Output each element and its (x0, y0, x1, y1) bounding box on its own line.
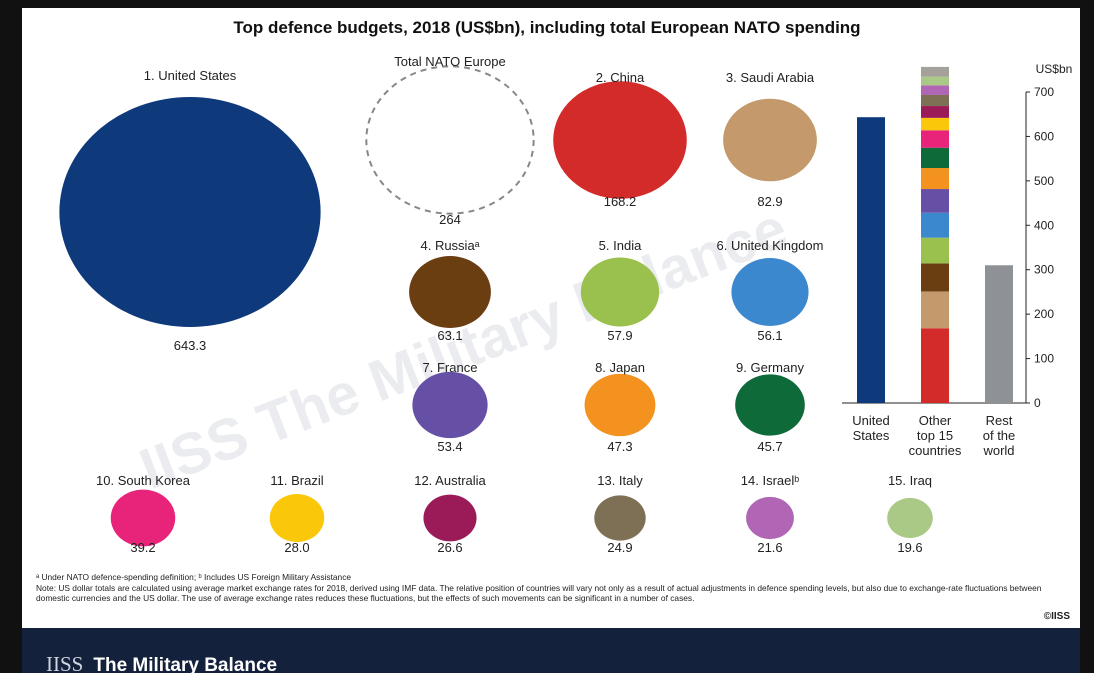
bubble (409, 255, 491, 329)
bubble (412, 371, 488, 439)
bubble (269, 494, 325, 542)
bar-stack-segment (921, 85, 949, 95)
bubble-value: 24.9 (607, 540, 632, 555)
nato-europe-value: 264 (439, 212, 461, 227)
bar-stack-segment (921, 106, 949, 118)
y-axis-label: US$bn (1036, 62, 1073, 76)
bubble (723, 98, 817, 182)
y-tick-label: 500 (1034, 174, 1054, 188)
x-category-label: United States (852, 413, 890, 443)
bar-rest-of-world (985, 265, 1013, 403)
bar-stack-segment (921, 291, 949, 329)
top-border (0, 0, 1094, 8)
bubble-label: 14. Israelᵇ (741, 473, 799, 488)
footer-brand: IISS The Military Balance (46, 652, 277, 677)
bubble-label: 7. France (423, 360, 478, 375)
bubble-label: 9. Germany (736, 360, 804, 375)
left-border (0, 0, 22, 673)
bubble (553, 81, 687, 199)
copyright: ©IISS (1043, 611, 1070, 622)
bubble-value: 39.2 (130, 540, 155, 555)
bubble-label: 1. United States (144, 68, 237, 83)
y-tick-label: 200 (1034, 307, 1054, 321)
bar-stack-segment (921, 76, 949, 86)
bubble-value: 57.9 (607, 328, 632, 343)
x-category-label: Other top 15 countries (909, 413, 962, 458)
bubble-label: 15. Iraq (888, 473, 932, 488)
nato-europe-outline (365, 65, 535, 215)
bubble (731, 258, 809, 326)
bubble-value: 21.6 (757, 540, 782, 555)
y-tick-label: 700 (1034, 85, 1054, 99)
bubble-value: 47.3 (607, 439, 632, 454)
y-tick-label: 0 (1034, 396, 1041, 410)
y-tick-label: 100 (1034, 352, 1054, 366)
bar-stack-segment (921, 130, 949, 148)
y-tick-label: 400 (1034, 218, 1054, 232)
y-tick-label: 300 (1034, 263, 1054, 277)
bar-stack-segment (921, 147, 949, 169)
footnote-definitions: ᵃ Under NATO defence-spending definition… (36, 572, 352, 582)
bubble-label: 5. India (599, 238, 642, 253)
bubble (110, 489, 176, 547)
bubble-value: 53.4 (437, 439, 462, 454)
bubble (584, 373, 656, 437)
bubble-label: 2. China (596, 70, 645, 85)
footnotes: ᵃ Under NATO defence-spending definition… (36, 572, 1076, 604)
bubble (887, 497, 933, 539)
bubble (423, 494, 477, 542)
bar-stack-segment (921, 328, 949, 403)
chart-title: Top defence budgets, 2018 (US$bn), inclu… (233, 18, 861, 37)
bubble-value: 168.2 (604, 194, 637, 209)
bubble-value: 28.0 (284, 540, 309, 555)
bubble-value: 63.1 (437, 328, 462, 343)
bubble-value: 56.1 (757, 328, 782, 343)
bar-stack-segment (921, 66, 949, 77)
bar-united-states (857, 117, 885, 403)
bubble-label: 13. Italy (597, 473, 643, 488)
y-tick-label: 600 (1034, 129, 1054, 143)
bubble-label: 12. Australia (414, 473, 486, 488)
iiss-logo: IISS (46, 652, 84, 676)
right-border (1080, 0, 1094, 673)
bubble (735, 374, 805, 436)
footnote-note: Note: US dollar totals are calculated us… (36, 582, 1042, 604)
footer-bar (22, 628, 1080, 673)
bubble-value: 19.6 (897, 540, 922, 555)
bar-stack-segment (921, 263, 949, 292)
bubble (594, 495, 646, 541)
bubble-label: 3. Saudi Arabia (726, 70, 815, 85)
bar-stack-segment (921, 212, 949, 238)
bubble (59, 97, 321, 327)
bubble-label: 11. Brazil (270, 473, 323, 488)
bubble-label: 4. Russiaᵃ (420, 238, 479, 253)
bar-stack-segment (921, 94, 949, 107)
bubble-value: 82.9 (757, 194, 782, 209)
bubble-value: 643.3 (174, 338, 207, 353)
bar-stack-segment (921, 117, 949, 131)
footer-brand-name: The Military Balance (93, 655, 278, 676)
bubble-label: 10. South Korea (96, 473, 191, 488)
bar-stack-segment (921, 237, 949, 264)
bubble-label: 8. Japan (595, 360, 645, 375)
bubble (580, 257, 660, 327)
bar-stack-segment (921, 168, 949, 190)
x-category-label: Rest of the world (982, 413, 1015, 458)
bubble-value: 45.7 (757, 439, 782, 454)
bubble-label: 6. United Kingdom (717, 238, 824, 253)
bubble-value: 26.6 (437, 540, 462, 555)
bar-stack-segment (921, 189, 949, 213)
bubble (746, 496, 794, 540)
nato-europe-label: Total NATO Europe (394, 54, 506, 69)
